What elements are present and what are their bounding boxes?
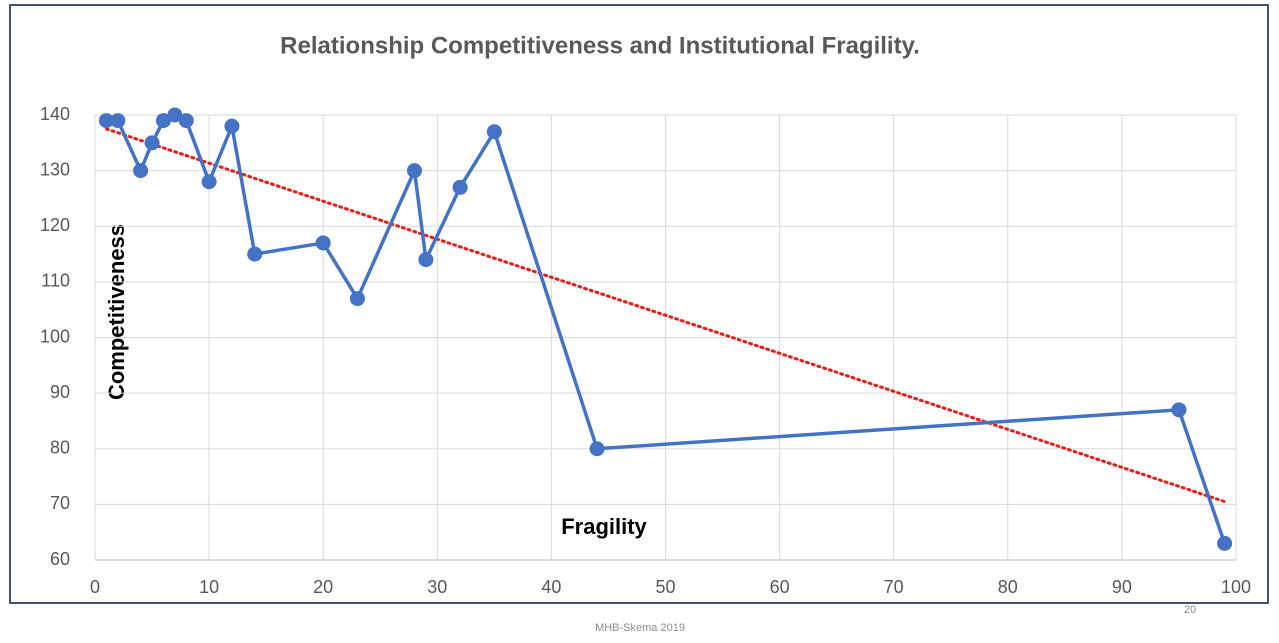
data-point: [167, 107, 183, 123]
y-tick-label: 80: [50, 438, 70, 458]
x-tick-label: 10: [199, 577, 219, 597]
data-point: [144, 135, 160, 151]
data-point: [110, 113, 126, 129]
data-point: [452, 179, 468, 195]
data-point: [315, 235, 331, 251]
y-tick-label: 70: [50, 493, 70, 513]
y-tick-label: 130: [40, 159, 70, 179]
data-point: [178, 113, 194, 129]
data-point: [247, 246, 263, 262]
footer: MHB-Skema 2019: [595, 622, 685, 634]
page-number: 20: [1184, 604, 1196, 616]
x-tick-label: 100: [1221, 577, 1251, 597]
y-tick-label: 90: [50, 382, 70, 402]
data-point: [349, 291, 365, 307]
x-tick-label: 50: [655, 577, 675, 597]
data-point: [201, 174, 217, 190]
data-point: [406, 163, 422, 179]
frame: [9, 4, 1269, 604]
data-point: [155, 113, 171, 129]
x-tick-label: 60: [770, 577, 790, 597]
x-tick-label: 90: [1112, 577, 1132, 597]
data-point: [1217, 535, 1233, 551]
y-tick-label: 140: [40, 104, 70, 124]
x-tick-label: 70: [884, 577, 904, 597]
chart-title: Relationship Competitiveness and Institu…: [280, 32, 920, 59]
x-tick-label: 20: [313, 577, 333, 597]
y-tick-label: 110: [41, 271, 70, 291]
x-tick-label: 30: [427, 577, 447, 597]
trendline: [104, 127, 1227, 504]
data-point: [1171, 402, 1187, 418]
data-point: [589, 441, 605, 457]
y-tick-label: 60: [50, 549, 70, 569]
y-axis-label: Competitiveness: [104, 224, 129, 400]
x-tick-label: 80: [998, 577, 1018, 597]
data-point: [224, 118, 240, 134]
x-axis-label: Fragility: [561, 514, 647, 539]
y-tick-label: 100: [40, 326, 70, 346]
y-tick-label: 120: [40, 215, 70, 235]
x-tick-label: 40: [541, 577, 561, 597]
data-point: [486, 124, 502, 140]
data-point: [133, 163, 149, 179]
data-point: [98, 113, 114, 129]
x-tick-label: 0: [90, 577, 100, 597]
data-point: [418, 252, 434, 268]
